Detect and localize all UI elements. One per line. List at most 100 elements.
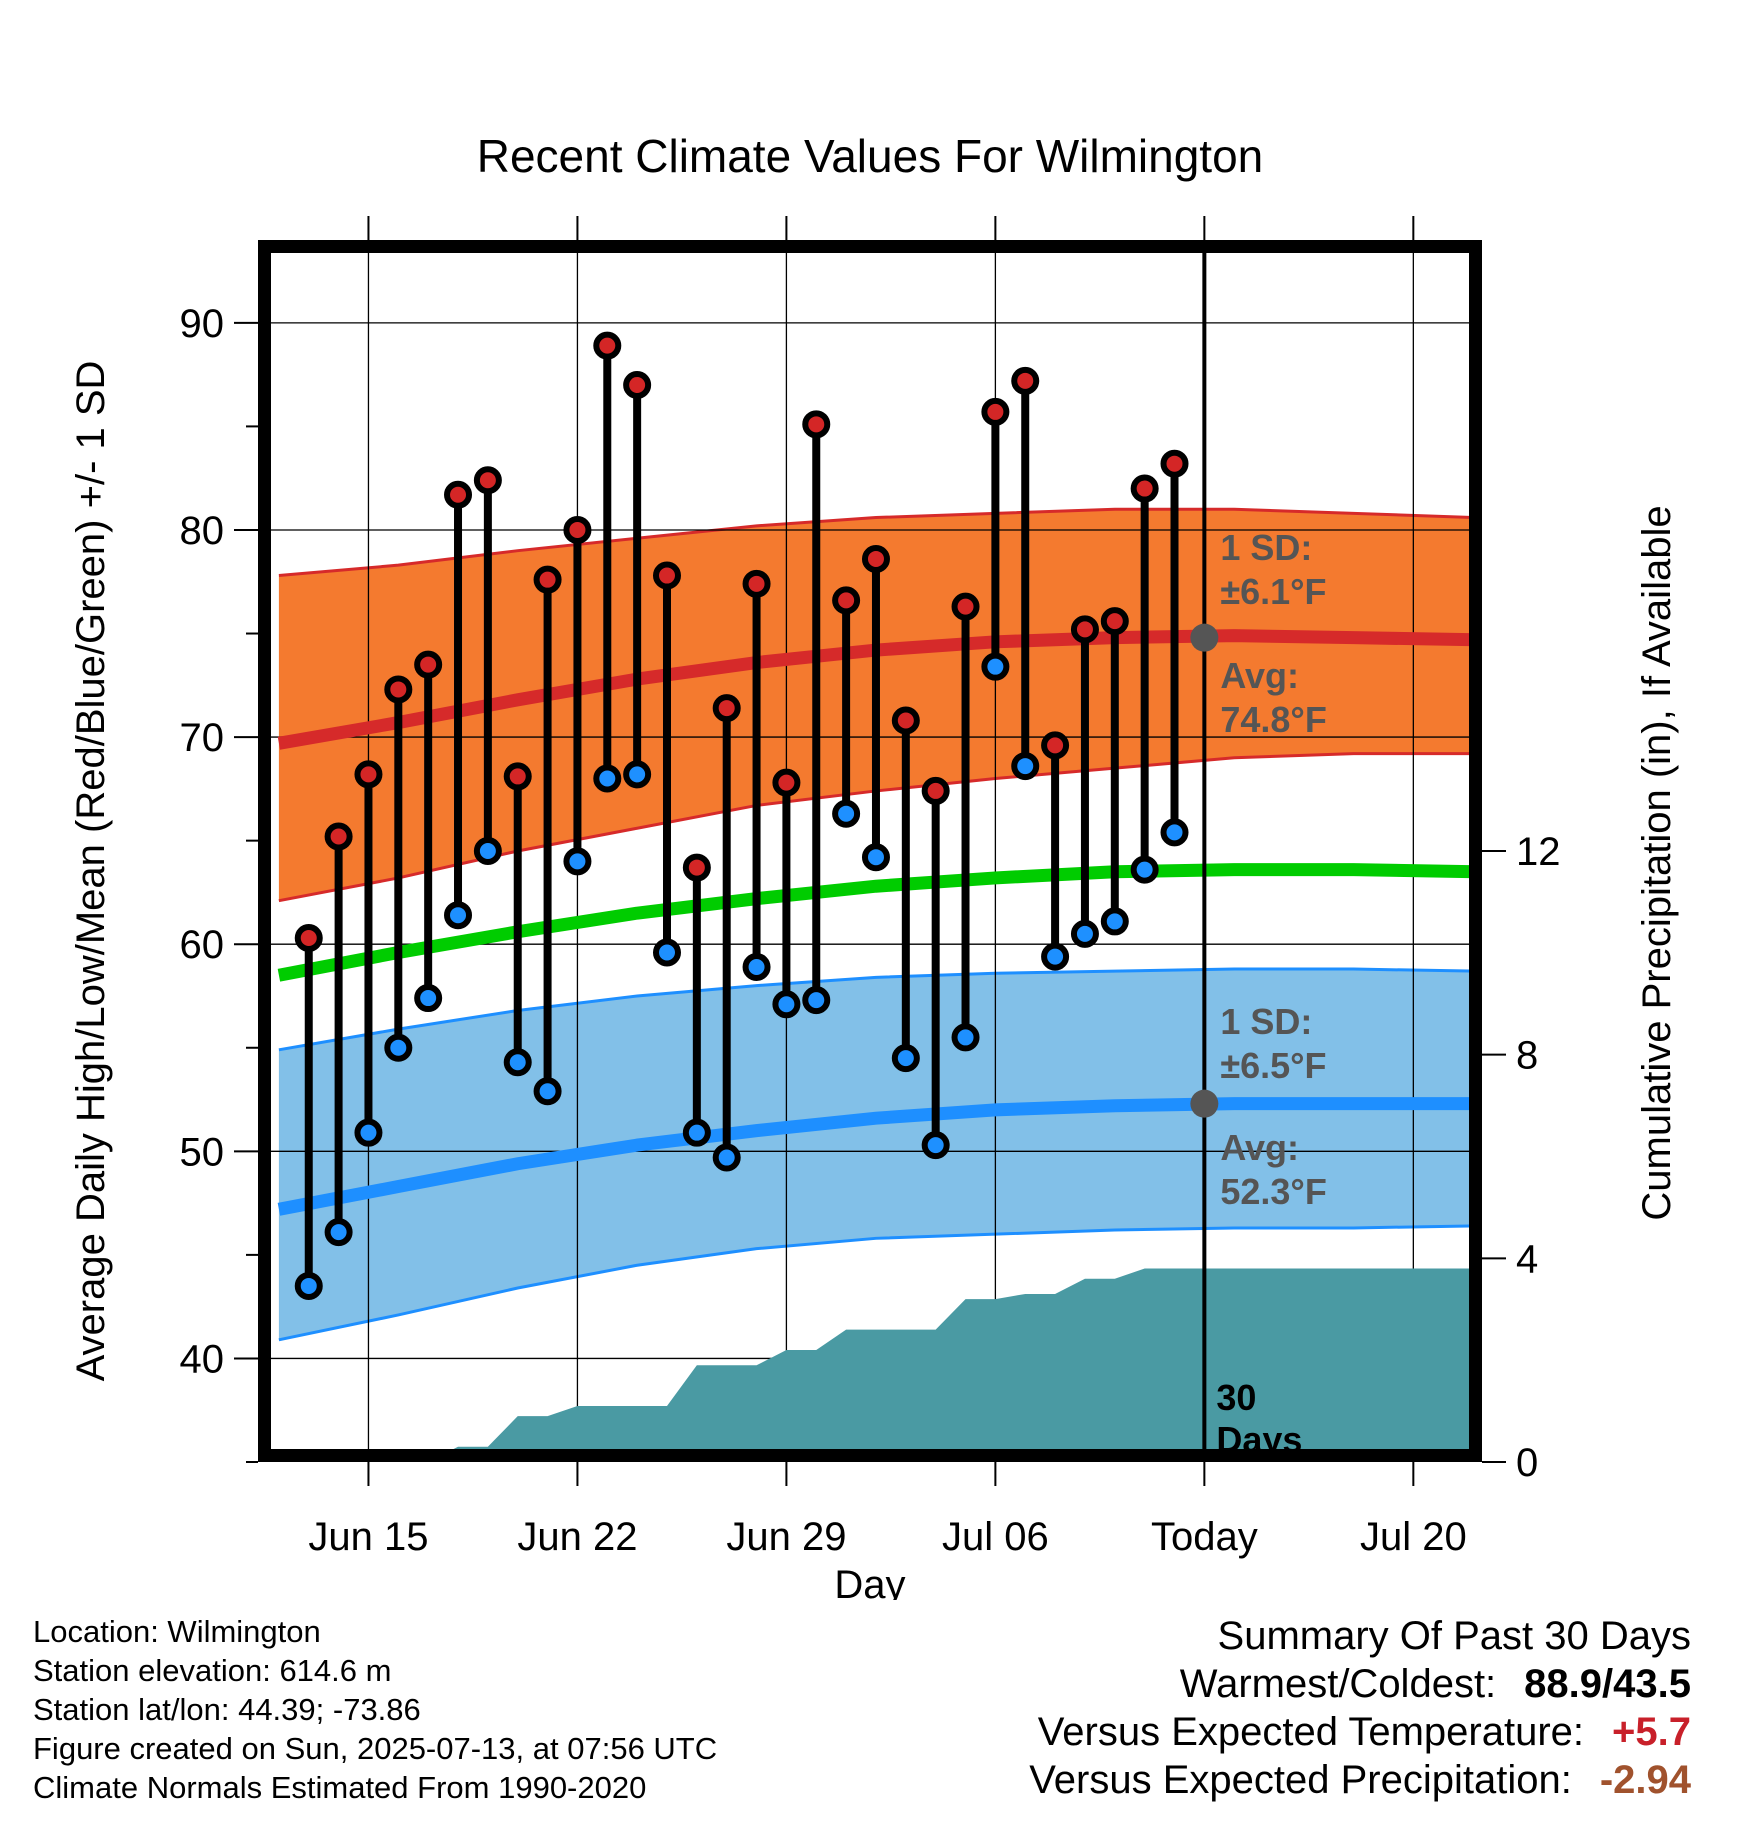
low-sd-value: ±6.5°F bbox=[1220, 1045, 1326, 1086]
obs-low-point-12 bbox=[623, 760, 652, 789]
x-tick-label-3: Jun 15 bbox=[308, 1515, 428, 1559]
low-sd-title: 1 SD: bbox=[1220, 1001, 1312, 1042]
y2-tick-label-8: 8 bbox=[1516, 1034, 1538, 1078]
station-info: Location: Wilmington Station elevation: … bbox=[33, 1612, 717, 1807]
obs-high-point-24 bbox=[981, 397, 1010, 426]
x-tick-label-24: Jul 06 bbox=[942, 1515, 1049, 1559]
low-sd-band bbox=[278, 969, 1469, 1340]
obs-low-point-29 bbox=[1130, 855, 1159, 884]
obs-high-point-1 bbox=[294, 923, 323, 952]
obs-low-point-11 bbox=[593, 764, 622, 793]
obs-low-point-23 bbox=[951, 1023, 980, 1052]
obs-high-point-16 bbox=[742, 569, 771, 598]
obs-low-point-18 bbox=[802, 986, 831, 1015]
latlon-text: Station lat/lon: 44.39; -73.86 bbox=[33, 1692, 421, 1727]
obs-high-point-9 bbox=[533, 565, 562, 594]
obs-low-point-1 bbox=[294, 1271, 323, 1300]
y-tick-label-60: 60 bbox=[180, 923, 225, 967]
warmest-value: 88.9/43.5 bbox=[1524, 1662, 1691, 1706]
obs-high-point-29 bbox=[1130, 474, 1159, 503]
chart-title: Recent Climate Values For Wilmington bbox=[477, 130, 1264, 182]
obs-high-point-2 bbox=[324, 822, 353, 851]
obs-high-point-25 bbox=[1011, 366, 1040, 395]
obs-high-point-19 bbox=[832, 586, 861, 615]
summary-panel: Summary Of Past 30 Days Warmest/Coldest:… bbox=[1029, 1612, 1691, 1804]
obs-low-point-5 bbox=[414, 984, 443, 1013]
obs-low-point-22 bbox=[921, 1131, 950, 1160]
low-sd-lower-line bbox=[278, 1224, 1469, 1342]
low-sd-upper-line bbox=[278, 967, 1469, 1052]
y-axis-label: Average Daily High/Low/Mean (Red/Blue/Gr… bbox=[69, 361, 113, 1382]
x-axis-label: Day bbox=[834, 1563, 905, 1600]
high-avg-value: 74.8°F bbox=[1220, 699, 1326, 740]
temp-value: +5.7 bbox=[1612, 1710, 1691, 1754]
obs-low-point-17 bbox=[772, 990, 801, 1019]
obs-high-point-13 bbox=[652, 561, 681, 590]
high-sd-upper-line bbox=[278, 507, 1469, 578]
obs-low-point-16 bbox=[742, 952, 771, 981]
obs-high-point-18 bbox=[802, 410, 831, 439]
precip-area bbox=[453, 1268, 1469, 1449]
y2-tick-label-4: 4 bbox=[1516, 1237, 1538, 1281]
obs-low-point-8 bbox=[503, 1048, 532, 1077]
obs-low-point-9 bbox=[533, 1077, 562, 1106]
obs-low-point-25 bbox=[1011, 752, 1040, 781]
precip-value: -2.94 bbox=[1599, 1758, 1691, 1802]
obs-high-point-15 bbox=[712, 694, 741, 723]
plot-frame bbox=[258, 240, 1482, 1462]
obs-high-point-12 bbox=[623, 370, 652, 399]
obs-low-point-26 bbox=[1041, 942, 1070, 971]
summary-temp-row: Versus Expected Temperature: +5.7 bbox=[1029, 1708, 1691, 1756]
obs-low-point-27 bbox=[1070, 919, 1099, 948]
y-tick-label-90: 90 bbox=[180, 302, 225, 346]
mean-line bbox=[277, 863, 1469, 982]
obs-low-point-30 bbox=[1160, 818, 1189, 847]
obs-high-point-6 bbox=[444, 480, 473, 509]
obs-low-point-4 bbox=[384, 1033, 413, 1062]
high-avg-title: Avg: bbox=[1220, 655, 1299, 696]
obs-high-point-30 bbox=[1160, 449, 1189, 478]
obs-high-point-14 bbox=[682, 853, 711, 882]
summary-heading: Summary Of Past 30 Days bbox=[1217, 1614, 1691, 1658]
climate-chart: Recent Climate Values For Wilmington 1 S… bbox=[69, 130, 1679, 1600]
obs-high-point-28 bbox=[1100, 607, 1129, 636]
obs-low-point-24 bbox=[981, 652, 1010, 681]
obs-low-point-3 bbox=[354, 1118, 383, 1147]
summary-precip-row: Versus Expected Precipitation: -2.94 bbox=[1029, 1756, 1691, 1804]
y-tick-label-40: 40 bbox=[180, 1337, 225, 1381]
obs-low-point-21 bbox=[891, 1044, 920, 1073]
warmest-label: Warmest/Coldest: bbox=[1179, 1662, 1497, 1706]
obs-low-point-2 bbox=[324, 1218, 353, 1247]
obs-low-point-28 bbox=[1100, 907, 1129, 936]
obs-low-point-19 bbox=[832, 799, 861, 828]
high-sd-value: ±6.1°F bbox=[1220, 571, 1326, 612]
obs-low-point-10 bbox=[563, 847, 592, 876]
today-low-avg-marker bbox=[1190, 1089, 1219, 1118]
obs-high-point-22 bbox=[921, 776, 950, 805]
x-tick-label-17: Jun 29 bbox=[726, 1515, 846, 1559]
y-tick-label-70: 70 bbox=[180, 716, 225, 760]
normals-text: Climate Normals Estimated From 1990-2020 bbox=[33, 1770, 647, 1805]
obs-high-point-3 bbox=[354, 760, 383, 789]
obs-low-point-7 bbox=[473, 837, 502, 865]
y2-axis-label: Cumulative Precipitation (in), If Availa… bbox=[1635, 505, 1679, 1220]
low-avg-title: Avg: bbox=[1220, 1127, 1299, 1168]
obs-high-point-21 bbox=[891, 706, 920, 735]
obs-high-point-23 bbox=[951, 592, 980, 621]
obs-low-point-20 bbox=[861, 843, 890, 872]
obs-low-point-6 bbox=[444, 901, 473, 930]
elevation-text: Station elevation: 614.6 m bbox=[33, 1653, 392, 1688]
obs-high-point-17 bbox=[772, 768, 801, 797]
obs-high-point-7 bbox=[473, 466, 502, 495]
summary-warmest-row: Warmest/Coldest: 88.9/43.5 bbox=[1029, 1660, 1691, 1708]
precip-days-number: 30 bbox=[1216, 1377, 1256, 1418]
today-high-avg-marker bbox=[1190, 623, 1219, 652]
x-tick-label-31: Today bbox=[1151, 1515, 1258, 1559]
y2-tick-label-12: 12 bbox=[1516, 830, 1561, 874]
low-avg-value: 52.3°F bbox=[1220, 1171, 1326, 1212]
temp-label: Versus Expected Temperature: bbox=[1037, 1710, 1585, 1754]
obs-low-point-15 bbox=[712, 1143, 741, 1172]
x-tick-label-10: Jun 22 bbox=[517, 1515, 637, 1559]
y-tick-label-80: 80 bbox=[180, 509, 225, 553]
x-tick-label-38: Jul 20 bbox=[1360, 1515, 1467, 1559]
